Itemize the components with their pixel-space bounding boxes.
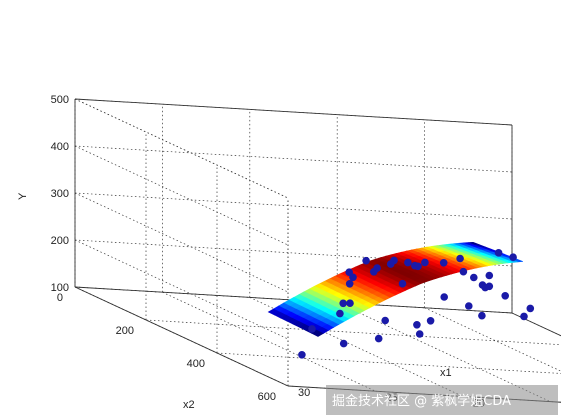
z-axis-label: Y	[17, 192, 29, 200]
data-point	[336, 309, 344, 318]
data-point	[346, 299, 354, 308]
data-point	[485, 271, 494, 280]
grid-line	[74, 98, 289, 199]
x2-tick-label: 0	[57, 292, 63, 304]
x2-tick-label: 200	[116, 325, 134, 337]
data-point	[339, 339, 348, 348]
grid-line	[249, 297, 463, 397]
data-point	[526, 304, 535, 313]
data-point	[440, 293, 449, 301]
data-point	[520, 312, 528, 321]
data-point	[485, 282, 494, 291]
data-point	[509, 253, 517, 261]
data-point	[381, 316, 390, 325]
x2-axis-label: x2	[183, 399, 195, 411]
grid-line	[74, 98, 513, 126]
grid-line	[162, 291, 376, 392]
x1-tick-label: 30	[298, 387, 310, 399]
z-tick-label: 500	[51, 94, 69, 106]
data-point	[386, 260, 395, 268]
grid-line	[74, 192, 513, 220]
grid-line	[74, 192, 289, 293]
grid-line	[337, 302, 551, 402]
data-point	[439, 259, 448, 267]
z-tick-label: 200	[51, 235, 69, 247]
data-point	[349, 273, 357, 282]
data-points	[298, 249, 535, 359]
grid-line	[424, 307, 561, 372]
data-point	[339, 299, 348, 308]
data-point	[413, 321, 421, 329]
frame-edge	[511, 312, 561, 337]
data-point	[501, 292, 510, 300]
data-point	[362, 256, 370, 265]
surface-patch	[311, 330, 324, 337]
data-point	[404, 258, 412, 267]
data-point	[459, 267, 468, 276]
grid-line	[74, 286, 513, 314]
grid-line	[74, 239, 289, 340]
data-point	[398, 279, 407, 288]
x2-tick-label: 600	[258, 391, 276, 403]
data-point	[415, 330, 424, 338]
data-point	[478, 281, 487, 289]
grid-line	[74, 145, 289, 246]
data-point	[456, 254, 464, 263]
z-tick-label: 100	[51, 282, 69, 294]
data-point	[421, 258, 429, 267]
data-point	[478, 311, 486, 320]
grid-line	[145, 319, 561, 346]
grid-line	[216, 352, 561, 374]
data-point	[298, 351, 306, 359]
z-tick-label: 300	[51, 188, 69, 200]
data-point	[470, 273, 478, 282]
watermark-bg	[326, 385, 558, 415]
grid-line	[74, 286, 289, 387]
data-point	[465, 302, 473, 310]
grid-line	[74, 145, 513, 173]
data-point	[494, 249, 503, 257]
data-point	[426, 317, 435, 325]
data-point	[370, 268, 378, 276]
data-point	[308, 325, 316, 333]
watermark: 掘金技术社区 @ 紫枫学姐CDA	[332, 393, 511, 409]
z-tick-label: 400	[51, 141, 69, 153]
data-point	[411, 261, 419, 270]
data-point	[374, 334, 383, 343]
x2-tick-label: 400	[187, 358, 205, 370]
data-point	[345, 280, 354, 288]
x1-axis-label: x1	[440, 367, 452, 379]
